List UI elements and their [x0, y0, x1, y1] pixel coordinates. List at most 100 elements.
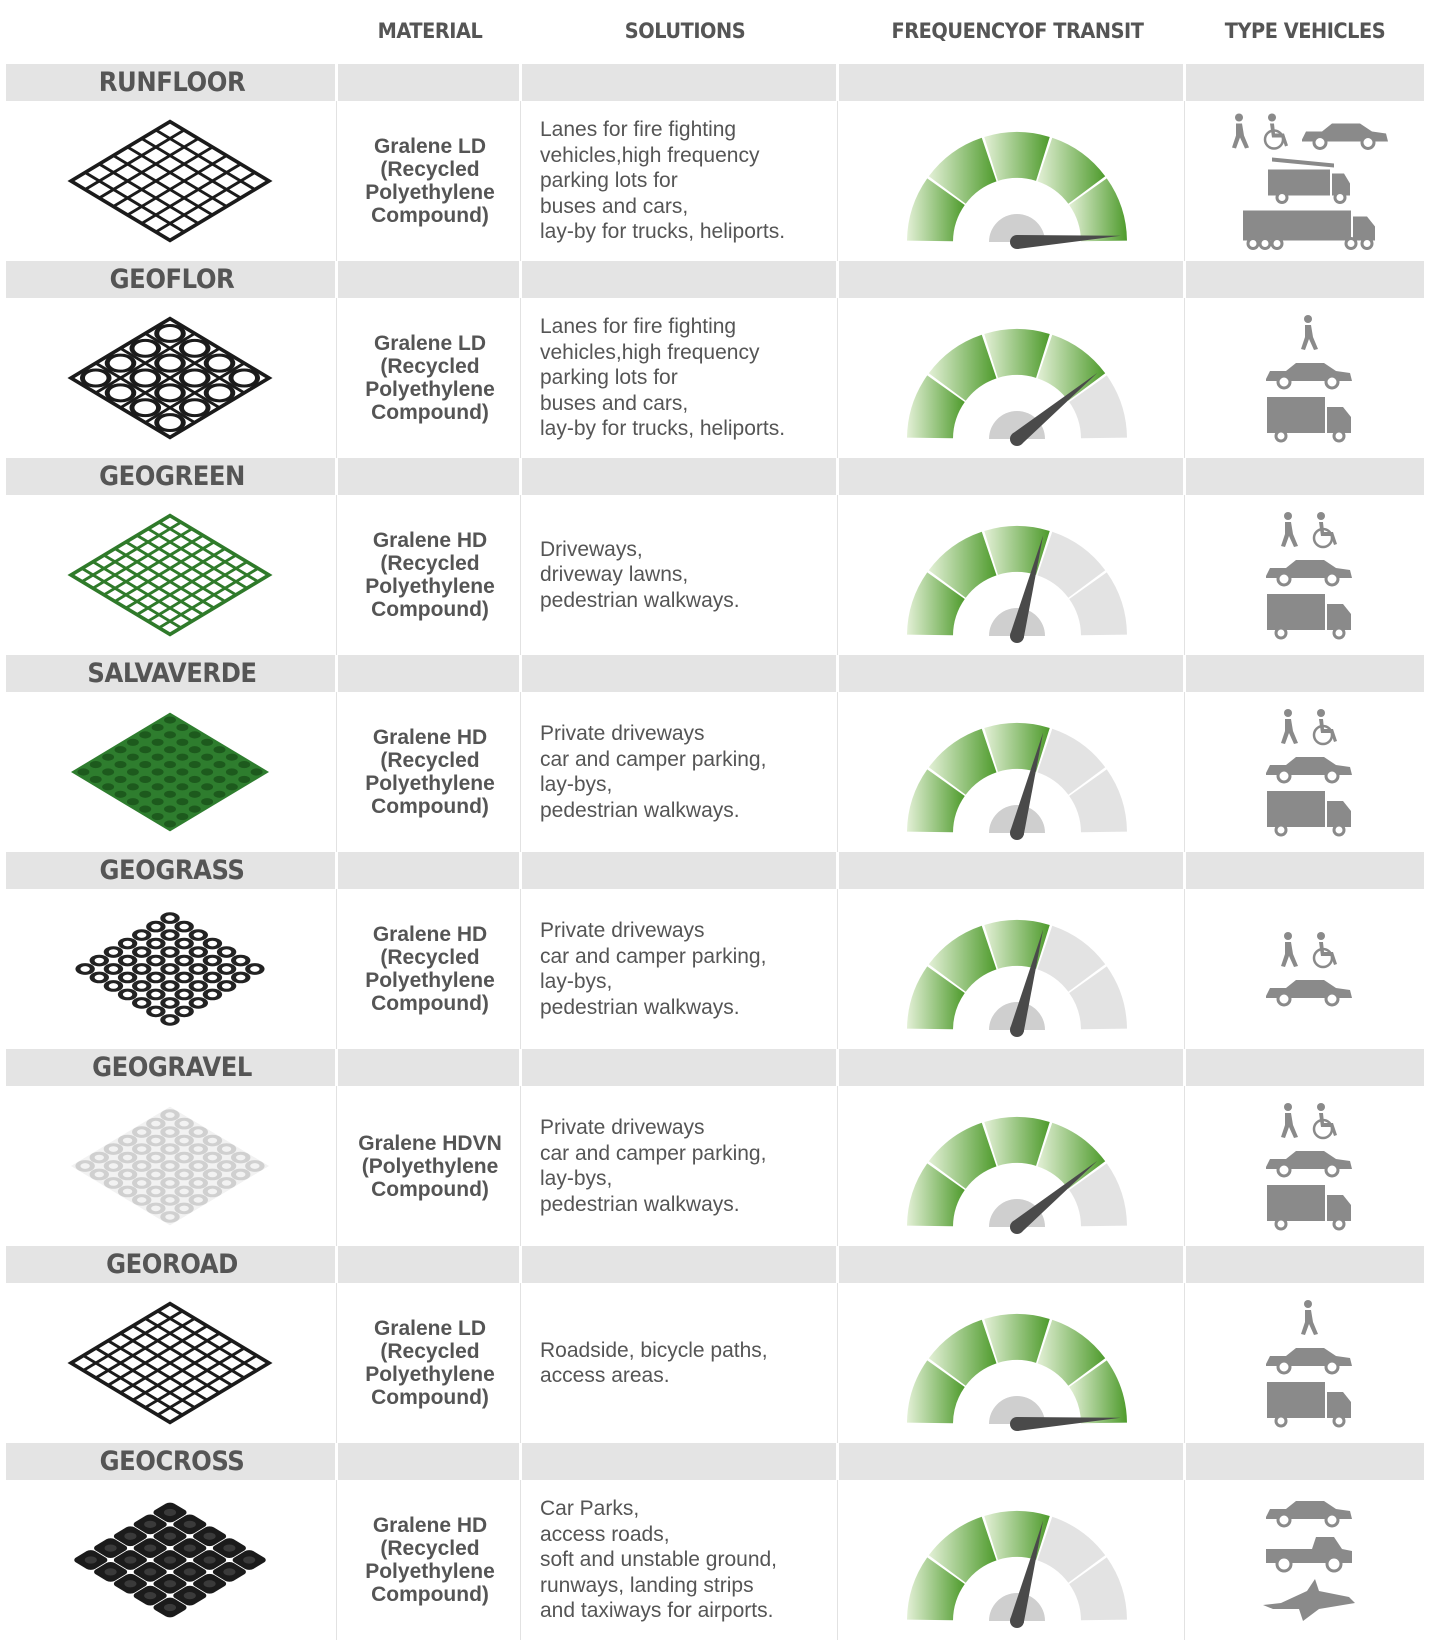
solutions-text: Lanes for fire fighting vehicles,high fre… — [540, 298, 840, 458]
gauge-needle-pivot — [1010, 629, 1024, 643]
gauge-needle-pivot — [1010, 1417, 1024, 1431]
product-image — [67, 316, 273, 440]
gauge-needle-pivot — [1010, 432, 1024, 446]
header-material: MATERIAL — [377, 19, 483, 43]
band-divider — [1183, 852, 1186, 889]
material-text: Gralene HD (Recycled Polyethylene Compou… — [365, 923, 495, 1015]
gauge-segment — [928, 1319, 997, 1386]
pedestrian-icon — [1281, 709, 1298, 744]
product-name-band — [6, 655, 1424, 692]
gauge-hub — [989, 214, 1045, 242]
pedestrian-icon — [1281, 512, 1298, 547]
gauge-needle — [1012, 1160, 1098, 1233]
column-divider — [520, 1086, 521, 1246]
band-divider — [1183, 64, 1186, 101]
solutions-line: car and camper parking, — [540, 747, 767, 771]
product-image — [67, 1301, 273, 1425]
gauge-segment — [928, 1122, 997, 1189]
solutions-line: Lanes for fire fighting — [540, 315, 737, 339]
frequency-gauge — [907, 1117, 1127, 1234]
solutions-line: Private driveways — [540, 722, 705, 745]
solutions-line: access areas. — [540, 1364, 670, 1387]
column-divider — [520, 889, 521, 1049]
column-divider — [837, 101, 838, 261]
frequency-gauge — [907, 1314, 1127, 1431]
solutions-line: Driveways, — [540, 537, 643, 561]
gauge-segment — [1037, 137, 1106, 204]
material-text: Gralene LD (Recycled Polyethylene Compou… — [365, 1317, 495, 1409]
band-divider — [1183, 1246, 1186, 1283]
gauge-segment — [984, 329, 1050, 378]
gauge-segment — [984, 1511, 1050, 1560]
fire-truck-icon — [1268, 157, 1350, 204]
product-table: RUNFLOOR Gralene LD (Recycled Polyethylen… — [0, 64, 1430, 1640]
gauge-hub — [989, 1396, 1045, 1424]
solutions-line: runways, landing strips — [540, 1573, 754, 1597]
van-truck-icon — [1267, 791, 1351, 837]
solutions-line: lay-by for trucks, heliports. — [540, 417, 786, 441]
vehicle-icons — [1263, 1501, 1355, 1621]
solutions-line: lay-bys, — [540, 970, 613, 993]
column-divider — [837, 1086, 838, 1246]
product-name-band — [6, 852, 1424, 889]
gauge-segment — [907, 966, 965, 1030]
product-row: RUNFLOOR Gralene LD (Recycled Polyethylen… — [0, 64, 1430, 261]
band-divider — [335, 64, 338, 101]
vehicle-icons — [1266, 1103, 1352, 1231]
product-row: GEOFLOR Gralene LD (Recycled Polyethylene… — [0, 261, 1430, 458]
solutions-line: vehicles,high frequency — [540, 340, 760, 364]
product-name-band — [6, 64, 1424, 101]
material-text: Gralene HD (Recycled Polyethylene Compou… — [365, 726, 495, 818]
band-divider — [519, 261, 522, 298]
gauge-segment — [907, 1163, 965, 1227]
car-icon — [1266, 560, 1352, 587]
gauge-segment — [1069, 178, 1127, 242]
solutions-text: Lanes for fire fighting vehicles,high fre… — [540, 101, 840, 261]
van-truck-icon — [1267, 1382, 1351, 1428]
column-divider — [336, 1480, 337, 1640]
gauge-segment — [907, 572, 965, 636]
solutions-text: Private driveways car and camper parking,… — [540, 1086, 840, 1246]
gauge-segment — [984, 526, 1050, 575]
gauge-segment — [907, 769, 965, 833]
gauge-needle — [1012, 372, 1098, 445]
solutions-line: soft and unstable ground, — [540, 1548, 778, 1572]
header-frequency: FREQUENCY OF TRANSIT — [891, 0, 1144, 62]
product-row: GEOROAD Gralene LD (Recycled Polyethylene… — [0, 1246, 1430, 1443]
vehicle-icons — [1232, 113, 1388, 250]
gauge-segment — [907, 375, 965, 439]
solutions-line: Private driveways — [540, 919, 705, 942]
product-name: GEOFLOR — [109, 264, 235, 295]
solutions-line: pedestrian walkways. — [540, 995, 740, 1019]
product-name: GEOGRAVEL — [92, 1052, 252, 1083]
band-divider — [519, 655, 522, 692]
frequency-gauge — [907, 1511, 1127, 1628]
solutions-line: pedestrian walkways. — [540, 588, 740, 612]
product-row: GEOGREEN Gralene HD (Recycled Polyethylen… — [0, 458, 1430, 655]
band-divider — [335, 458, 338, 495]
band-divider — [335, 1246, 338, 1283]
header-solutions: SOLUTIONS — [624, 19, 746, 43]
column-divider — [336, 101, 337, 261]
solutions-line: lay-by for trucks, heliports. — [540, 220, 786, 244]
gauge-segment — [1037, 925, 1106, 992]
vehicle-icons — [1266, 1300, 1352, 1428]
solutions-line: driveway lawns, — [540, 563, 689, 587]
column-divider — [336, 1086, 337, 1246]
vehicle-icons — [1266, 512, 1352, 640]
gauge-segment — [1037, 1122, 1106, 1189]
product-name: RUNFLOOR — [98, 67, 246, 98]
band-divider — [519, 1246, 522, 1283]
band-divider — [836, 1246, 839, 1283]
band-divider — [836, 655, 839, 692]
solutions-line: vehicles,high frequency — [540, 143, 760, 167]
band-divider — [1183, 1443, 1186, 1480]
band-divider — [1183, 261, 1186, 298]
product-name-band — [6, 458, 1424, 495]
band-divider — [1183, 1049, 1186, 1086]
pedestrian-icon — [1301, 315, 1318, 350]
band-divider — [519, 458, 522, 495]
gauge-segment — [1069, 375, 1127, 439]
gauge-segment — [984, 920, 1050, 969]
column-divider — [336, 1283, 337, 1443]
